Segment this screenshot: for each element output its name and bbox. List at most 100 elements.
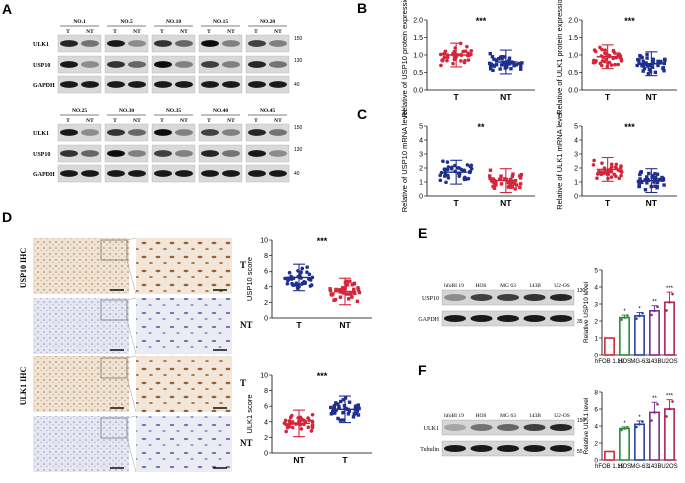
zoom-connector <box>126 377 137 413</box>
data-point <box>657 177 662 182</box>
data-point <box>663 58 667 62</box>
band-label: GAPDH <box>33 83 55 89</box>
data-point <box>662 183 666 187</box>
blot-strip <box>245 55 290 74</box>
y-tick-label: 1 <box>419 180 423 187</box>
data-point <box>285 425 290 430</box>
data-point <box>498 67 502 71</box>
data-point <box>356 286 360 290</box>
blot-strip <box>57 164 102 183</box>
data-point <box>609 63 614 67</box>
y-tick-label: 1.5 <box>568 35 578 42</box>
data-point <box>463 49 468 53</box>
y-axis-label: Relative of ULK1 protein expression <box>555 0 564 115</box>
data-point <box>653 172 657 176</box>
protein-band <box>444 424 466 431</box>
western-blot-e: hfoBI 19 HOS MG 63 143B U2-OS USP10 130 GAPDH 35 <box>418 282 586 327</box>
data-point <box>442 174 447 178</box>
data-point <box>438 178 443 183</box>
ihc-high-magnification <box>136 238 232 294</box>
data-point <box>284 429 288 434</box>
data-point <box>439 63 443 68</box>
y-tick-label: 4 <box>264 284 268 291</box>
y-tick-label: 4 <box>264 419 268 426</box>
blot-strip <box>245 34 290 53</box>
data-point <box>508 177 513 182</box>
panel-letter-b: B <box>357 0 367 16</box>
y-tick-label: 2 <box>574 166 578 173</box>
row-label: USP10 IHC <box>19 248 28 288</box>
data-point <box>466 176 471 181</box>
protein-band <box>154 150 172 157</box>
lane-label: T <box>254 29 258 35</box>
ihc-low-magnification <box>33 416 129 472</box>
data-point <box>613 62 617 67</box>
data-point <box>656 305 659 309</box>
zoom-box <box>100 417 128 439</box>
data-point <box>338 288 342 292</box>
data-point <box>612 172 616 177</box>
y-axis-label: Relative of ULK1 mRNA level <box>555 112 564 210</box>
significance-label: * <box>638 415 641 421</box>
y-axis-label: Relative USP10 level <box>583 281 590 343</box>
protein-band <box>470 424 493 431</box>
data-point <box>623 316 626 319</box>
data-point <box>290 425 295 430</box>
group-label: NT <box>646 92 658 102</box>
protein-band <box>107 150 125 157</box>
band-label: USP10 <box>33 63 50 69</box>
bar-chart-f: 0 2 4 6 8 Relative ULK1 level hFOB 1.19 * HOS * MG… <box>583 390 678 471</box>
blot-strip <box>104 123 149 142</box>
data-point <box>308 284 313 288</box>
data-point <box>660 175 664 180</box>
group-label: T <box>605 198 611 208</box>
protein-band <box>269 150 287 157</box>
data-point <box>356 288 361 292</box>
y-tick-label: 6 <box>264 269 268 276</box>
category-label: HOS <box>618 464 631 470</box>
data-point <box>283 418 288 423</box>
data-point <box>509 182 513 186</box>
y-tick-label: 4 <box>594 424 598 431</box>
lane-label: NT <box>133 29 141 35</box>
data-point <box>506 185 511 189</box>
protein-band <box>154 40 172 47</box>
bar-chart-e: 0 1 2 3 4 5 Relative USP10 level hFOB 1.19 * HOS *… <box>583 268 678 366</box>
data-point <box>355 299 360 304</box>
data-point <box>300 282 304 286</box>
data-point <box>356 403 361 407</box>
data-point <box>593 60 598 64</box>
marker-label: 130 <box>294 147 303 153</box>
data-point <box>513 187 517 191</box>
group-label: NT <box>293 455 305 465</box>
blot-strip <box>151 164 196 183</box>
protein-band <box>81 150 99 157</box>
y-tick-label: 8 <box>594 390 598 397</box>
data-point <box>653 178 658 182</box>
data-point <box>492 186 497 190</box>
data-point <box>445 58 449 63</box>
data-point <box>499 182 504 186</box>
significance-label: ** <box>652 396 657 402</box>
data-point <box>647 171 651 176</box>
data-point <box>462 168 467 173</box>
data-point <box>338 295 343 299</box>
data-point <box>332 411 337 415</box>
data-point <box>334 408 338 412</box>
protein-band <box>269 170 287 177</box>
data-point <box>355 409 360 413</box>
data-point <box>329 405 333 410</box>
protein-band <box>269 81 287 88</box>
protein-band <box>154 129 172 136</box>
blot-strip <box>245 75 290 94</box>
marker-label: 150 <box>577 418 586 424</box>
data-point <box>591 163 596 167</box>
protein-band <box>470 315 493 322</box>
data-point <box>595 176 599 180</box>
ihc-high-magnification <box>136 356 232 412</box>
protein-band <box>497 294 519 301</box>
data-point <box>332 298 336 302</box>
protein-band <box>128 81 146 88</box>
group-label: T <box>605 92 611 102</box>
y-tick-label: 2 <box>264 300 268 307</box>
